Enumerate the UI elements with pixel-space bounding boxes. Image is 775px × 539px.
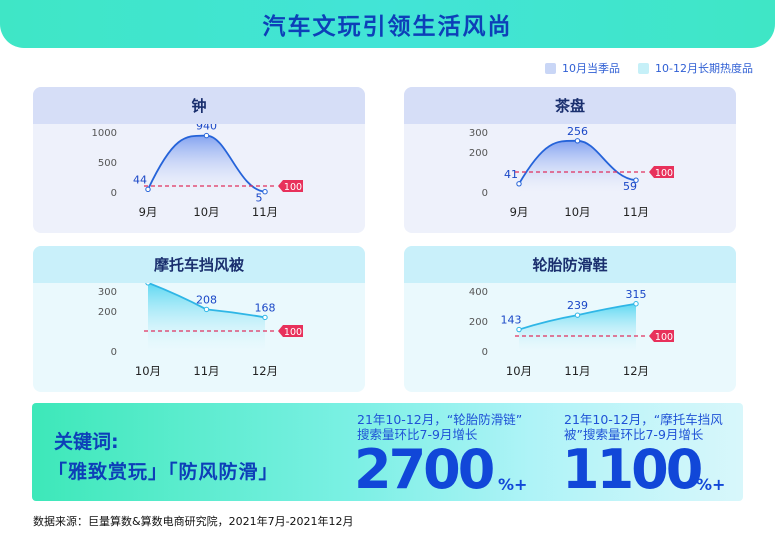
baseline-label: 100	[655, 332, 673, 343]
chart-body-tea-tray: 0 200 300 41 256 59 100 9月 10月 11月	[404, 124, 736, 233]
x-tick-label: 11月	[564, 364, 590, 378]
series-area	[519, 303, 636, 351]
chart-tire-shoe: 0 200 400 143 239 315 100 10月 11月 12月	[469, 287, 674, 378]
chart-body-clock: 0 500 1000 44 940 5 100 9月 10月 11月	[33, 124, 365, 233]
y-tick-label: 400	[469, 287, 488, 298]
chart-windshield-quilt: 020030034120816810010月11月12月	[98, 283, 303, 378]
data-point	[574, 312, 581, 318]
chart-clock: 0 500 1000 44 940 5 100 9月 10月 11月	[92, 124, 303, 219]
baseline-label: 100	[284, 327, 302, 338]
data-label: 41	[504, 168, 518, 181]
page-title: 汽车文玩引领生活风尚	[262, 14, 513, 40]
baseline-tag	[649, 330, 674, 342]
stat-value-windshield: 1100	[562, 438, 703, 501]
chart-title-tea-tray: 茶盘	[404, 87, 736, 124]
keyword-banner: 关键词: 「雅致赏玩」「防风防滑」 21年10-12月，“轮胎防滑链” 搜索量环…	[32, 403, 743, 501]
chart-panel-tire-shoe: 轮胎防滑鞋 0 200 400 143 239 315 100 10月 11月 12月	[404, 246, 736, 392]
y-tick-label: 500	[98, 158, 117, 169]
x-tick-label: 11月	[193, 364, 219, 378]
data-point	[203, 306, 210, 313]
x-tick-label: 12月	[623, 364, 649, 378]
y-tick-label: 1000	[92, 128, 117, 139]
data-point	[516, 326, 522, 333]
legend-swatch-seasonal	[545, 62, 557, 74]
title-banner: 汽车文玩引领生活风尚	[0, 0, 775, 48]
series-area	[519, 140, 636, 192]
x-tick-label: 10月	[564, 205, 590, 219]
data-label: 315	[626, 288, 647, 301]
y-tick-label: 200	[469, 148, 488, 159]
baseline-tag	[278, 325, 303, 337]
y-tick-label: 300	[98, 287, 117, 298]
stat-unit-tire-chain: %+	[498, 475, 528, 494]
series-area	[148, 283, 265, 351]
x-tick-label: 10月	[135, 364, 161, 378]
data-label: 59	[623, 180, 637, 193]
legend-label-seasonal: 10月当季品	[562, 62, 621, 75]
legend: 10月当季品 10-12月长期热度品	[545, 60, 753, 76]
data-point	[262, 189, 268, 195]
stat-desc-windshield-line1: 21年10-12月，“摩托车挡风	[564, 412, 723, 427]
y-tick-label: 0	[482, 188, 488, 199]
data-point	[633, 177, 639, 183]
stat-value-tire-chain: 2700	[354, 438, 495, 501]
chart-body-windshield-quilt: 020030034120816810010月11月12月	[33, 283, 365, 392]
data-label: 256	[567, 125, 588, 138]
stat-desc-windshield-line2: 被”搜索量环比7-9月增长	[564, 427, 704, 442]
chart-panel-tea-tray: 茶盘 0 200 300 41 256 59 100 9月 10月 11月	[404, 87, 736, 233]
chart-panel-windshield-quilt: 摩托车挡风被 020030034120816810010月11月12月	[33, 246, 365, 392]
y-tick-label: 0	[111, 347, 117, 358]
x-tick-label: 9月	[510, 205, 529, 219]
y-tick-label: 200	[469, 317, 488, 328]
data-point	[203, 132, 210, 139]
chart-title-windshield-quilt: 摩托车挡风被	[33, 246, 365, 283]
baseline-tag	[278, 180, 303, 192]
legend-item-seasonal: 10月当季品	[545, 60, 620, 76]
series-area	[148, 135, 265, 192]
baseline-tag	[649, 166, 674, 178]
x-tick-label: 10月	[193, 205, 219, 219]
data-point	[262, 314, 268, 321]
legend-swatch-longterm	[638, 62, 650, 74]
baseline-label: 100	[284, 182, 302, 193]
y-tick-label: 200	[98, 307, 117, 318]
legend-item-longterm: 10-12月长期热度品	[638, 60, 753, 76]
chart-title-clock: 钟	[33, 87, 365, 124]
keyword-terms: 「雅致赏玩」「防风防滑」	[48, 461, 279, 483]
data-label: 940	[196, 124, 217, 133]
x-tick-label: 11月	[252, 205, 278, 219]
x-tick-label: 11月	[623, 205, 649, 219]
x-tick-label: 10月	[506, 364, 532, 378]
keyword-title: 关键词:	[54, 431, 119, 453]
chart-panel-clock: 钟 0 500 1000 44 940 5 100 9月 10月 11月	[33, 87, 365, 233]
data-point	[145, 283, 151, 286]
chart-title-tire-shoe: 轮胎防滑鞋	[404, 246, 736, 283]
stat-desc-tire-chain: 21年10-12月，“轮胎防滑链” 搜索量环比7-9月增长	[357, 412, 522, 442]
y-tick-label: 300	[469, 128, 488, 139]
stat-desc-windshield: 21年10-12月，“摩托车挡风 被”搜索量环比7-9月增长	[564, 412, 723, 442]
stat-desc-tire-chain-line1: 21年10-12月，“轮胎防滑链”	[357, 412, 523, 427]
data-label: 168	[255, 301, 276, 314]
data-source: 数据来源：巨量算数&算数电商研究院，2021年7月-2021年12月	[33, 515, 354, 528]
data-point	[145, 186, 151, 193]
data-point	[516, 181, 522, 187]
y-tick-label: 0	[482, 347, 488, 358]
stat-desc-tire-chain-line2: 搜索量环比7-9月增长	[357, 427, 478, 442]
data-point	[574, 138, 581, 144]
x-tick-label: 9月	[139, 205, 158, 219]
y-tick-label: 0	[111, 188, 117, 199]
chart-tea-tray: 0 200 300 41 256 59 100 9月 10月 11月	[469, 125, 674, 219]
data-point	[633, 301, 639, 307]
legend-label-longterm: 10-12月长期热度品	[655, 62, 753, 75]
x-tick-label: 12月	[252, 364, 278, 378]
stat-unit-windshield: %+	[696, 475, 726, 494]
data-label: 208	[196, 293, 217, 306]
data-label: 44	[133, 173, 147, 186]
chart-body-tire-shoe: 0 200 400 143 239 315 100 10月 11月 12月	[404, 283, 736, 392]
data-label: 5	[256, 192, 263, 205]
data-label: 239	[567, 299, 588, 312]
baseline-label: 100	[655, 168, 673, 179]
data-label: 143	[501, 314, 522, 327]
